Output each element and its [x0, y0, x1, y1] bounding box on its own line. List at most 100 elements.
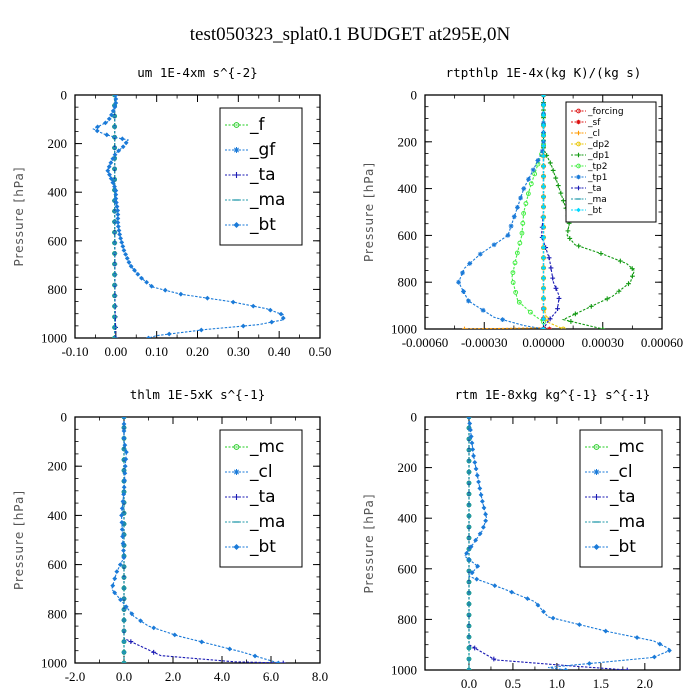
um-series-bt-point: [278, 311, 284, 317]
rtpthlp-y-tick-label: 1000: [391, 322, 417, 337]
rtpthlp-series-tp2-point: [510, 280, 516, 285]
rtpthlp-series-tp1-point: [500, 317, 505, 323]
thlm-y-tick-label: 600: [48, 557, 68, 572]
thlm-series-bt-point: [120, 534, 125, 539]
rtpthlp-series-bt-point: [541, 265, 546, 271]
um-series-bt-point: [115, 224, 121, 229]
thlm-series-bt-point: [151, 625, 157, 631]
rtpthlp-series-bt-point: [541, 306, 546, 312]
um-x-tick-label: 0.50: [309, 344, 332, 359]
rtpthlp-legend-marker: [576, 174, 581, 180]
rtpthlp-series-dp1-point: [629, 266, 635, 272]
thlm-series-bt-point: [119, 513, 124, 518]
rtpthlp-legend-label: _dp1: [587, 151, 610, 161]
um-legend-label: _ma: [249, 190, 285, 210]
rtpthlp-series-tp1-point: [508, 223, 514, 229]
rtpthlp-series-dp1-point: [617, 258, 623, 264]
thlm-series-bt-point: [275, 660, 281, 663]
rtm-series-bt-point: [475, 563, 481, 569]
rtpthlp-series-bt-point: [541, 245, 546, 251]
rtm-series-bt-point: [468, 544, 474, 550]
thlm-series-bt-point: [121, 491, 127, 497]
um-y-axis-label: Pressure [hPa]: [12, 166, 26, 266]
rtm-y-tick-label: 1000: [391, 663, 417, 678]
rtpthlp-series-bt-point: [541, 143, 546, 149]
um-series-bt-point: [104, 132, 110, 138]
rtm-series-bt-point: [464, 550, 469, 556]
rtpthlp-legend-box: [565, 101, 657, 223]
um-panel-title: um 1E-4xm s^{-2}: [137, 65, 257, 80]
rtpthlp-series-dp1-point: [630, 273, 635, 279]
thlm-series-bt-point: [123, 449, 129, 455]
rtm-series-bt-point: [473, 537, 479, 543]
rtpthlp-series-dp1-point: [626, 281, 631, 287]
um-series-bt-point: [106, 164, 112, 170]
um-series-bt-point: [113, 192, 119, 197]
um-y-tick-label: 200: [48, 136, 68, 151]
thlm-legend-label: _cl: [249, 462, 273, 482]
rtpthlp-series-dp1-point: [600, 326, 606, 329]
thlm-series-bt: [110, 417, 281, 663]
rtpthlp-series-sf-point: [547, 326, 552, 329]
um-legend-label: _bt: [249, 215, 276, 235]
rtpthlp-series-ta-point: [550, 275, 556, 281]
um-series-bt-point: [139, 275, 144, 281]
rtpthlp-series-tp2-point: [528, 181, 534, 187]
thlm-series-bt-point: [121, 435, 127, 441]
rtm-series-ta-line: [468, 417, 628, 670]
um-series-bt-point: [107, 172, 112, 178]
rtm-series-bt-point: [474, 576, 480, 582]
rtpthlp-y-tick-label: 0: [411, 88, 418, 103]
thlm-legend-label: _ma: [249, 512, 285, 532]
um-series-bt-point: [280, 315, 286, 321]
rtpthlp-series-tp1-point: [515, 204, 520, 210]
rtpthlp-series-bt-point: [541, 296, 546, 301]
um-legend-label: _ta: [249, 165, 276, 185]
thlm-series-bt-point: [123, 604, 129, 610]
rtpthlp-series-tp1-point: [526, 176, 531, 182]
rtpthlp-series-dp1-point: [567, 236, 573, 241]
rtpthlp-series-tp1-point: [541, 139, 546, 145]
thlm-legend-marker: [233, 444, 240, 450]
rtpthlp-legend-label: _bt: [587, 206, 602, 216]
rtm-series-bt-point: [468, 427, 473, 433]
um-series-bt-point: [146, 335, 151, 338]
um-plot-area: [92, 95, 286, 338]
rtpthlp-series-tp2-point: [513, 289, 519, 295]
thlm-x-tick-label: -2.0: [65, 669, 86, 684]
rtpthlp-legend-marker: [576, 108, 581, 114]
rtpthlp-series-tp1-point: [456, 279, 461, 285]
rtpthlp-series-dp1-point: [555, 183, 561, 188]
rtpthlp-series-ta-point: [548, 265, 554, 271]
um-x-tick-label: 0.10: [145, 344, 168, 359]
um-series-bt-point: [109, 112, 114, 118]
um-series-bt-point: [105, 168, 111, 174]
rtpthlp-series-bt-point: [541, 224, 546, 230]
um-series-bt-point: [118, 236, 124, 241]
rtm-series-bt-point: [471, 453, 476, 459]
rtpthlp-series-bt-point: [541, 275, 546, 281]
rtpthlp-legend-label: _tp2: [587, 162, 607, 172]
rtpthlp-series-bt-point: [541, 123, 546, 128]
rtpthlp-series-dp1-point: [565, 228, 571, 234]
rtpthlp-series-tp2-point: [510, 270, 516, 276]
thlm-series-bt-point: [121, 417, 127, 420]
rtpthlp-series-tp1-line: [457, 95, 545, 329]
um-series-bt-point: [110, 156, 116, 162]
rtpthlp-series-tp1-point: [491, 242, 497, 248]
rtpthlp-series-tp1-point: [477, 251, 483, 257]
rtm-legend-label: _ta: [609, 487, 636, 507]
thlm-series-bt-point: [252, 653, 258, 659]
thlm-series-bt-point: [122, 470, 128, 476]
thlm-series-ta-point: [128, 639, 134, 645]
rtm-series-bt-point: [474, 472, 480, 478]
thlm-series-ta-point: [151, 649, 157, 655]
rtpthlp-legend-label: _dp2: [587, 140, 610, 150]
um-series-bt-point: [115, 212, 121, 217]
um-x-tick-label: 0.40: [268, 344, 291, 359]
thlm-series-bt-point: [227, 646, 233, 652]
thlm-series-bt-point: [119, 505, 125, 511]
rtm-legend-marker: [593, 494, 600, 500]
rtpthlp-legend-label: _forcing: [587, 107, 624, 117]
rtpthlp-series-sf: [541, 95, 552, 329]
